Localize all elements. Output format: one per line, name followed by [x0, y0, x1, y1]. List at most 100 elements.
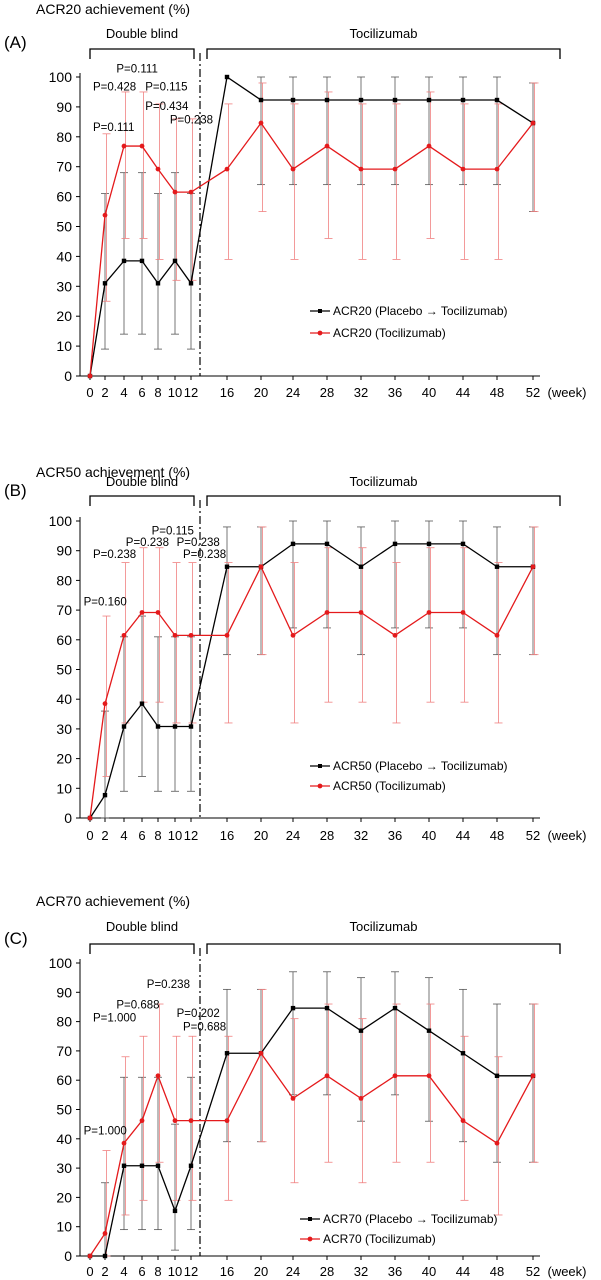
p-value-label: P=0.688	[116, 999, 159, 1011]
series-point-1	[188, 1163, 194, 1168]
x-tick-label: 32	[354, 385, 368, 400]
legend-entry: ACR20 (Tocilizumab)	[333, 326, 446, 340]
x-tick-label: 2	[101, 828, 108, 843]
x-tick-label: 0	[86, 385, 93, 400]
y-tick-label: 50	[56, 662, 72, 678]
x-unit-label: (week)	[547, 385, 586, 400]
panel-label: (C)	[4, 929, 28, 948]
chart-panel-3: ACR70 achievement (%) (C) Double blind Toci…	[4, 893, 587, 1279]
series-point-2	[358, 610, 364, 615]
y-tick-label: 80	[56, 129, 72, 145]
y-tick-label: 100	[49, 513, 73, 529]
chart-title: ACR70 achievement (%)	[36, 893, 190, 909]
phase-label: Double blind	[106, 26, 178, 41]
series-point-2	[426, 610, 432, 615]
y-tick-label: 60	[56, 1072, 72, 1088]
x-tick-label: 16	[220, 828, 234, 843]
series-point-1	[324, 541, 330, 547]
series-point-2	[258, 564, 264, 570]
p-value-label: P=1.000	[84, 1125, 127, 1137]
x-tick-label: 24	[286, 385, 300, 400]
x-tick-label: 4	[120, 828, 127, 843]
series-point-2	[139, 143, 145, 149]
series-point-2	[530, 564, 536, 570]
chart-title: ACR20 achievement (%)	[36, 1, 190, 17]
legend-swatch-marker	[317, 330, 323, 336]
x-tick-label: 36	[388, 1264, 402, 1279]
y-tick-label: 30	[56, 1160, 72, 1176]
p-value-label: P=0.115	[145, 81, 187, 93]
chart-panel-1: ACR20 achievement (%) (A) Double blind Toci…	[4, 1, 587, 400]
series-point-1	[188, 724, 194, 729]
series-line-2	[89, 565, 534, 819]
x-tick-label: 6	[138, 828, 145, 843]
x-tick-label: 16	[220, 1264, 234, 1279]
series-point-2	[102, 212, 108, 218]
series-point-1	[324, 1005, 330, 1011]
phase-label: Tocilizumab	[350, 474, 418, 489]
series-point-2	[155, 1073, 161, 1079]
series-point-2	[392, 166, 398, 172]
legend-swatch-marker	[318, 309, 322, 313]
series-point-2	[530, 120, 536, 126]
x-tick-label: 40	[422, 385, 436, 400]
x-tick-label: 12	[184, 385, 198, 400]
x-tick-label: 52	[526, 1264, 540, 1279]
series-point-1	[426, 1028, 432, 1033]
x-tick-label: 44	[456, 385, 470, 400]
x-tick-label: 16	[220, 385, 234, 400]
series-point-2	[358, 1095, 364, 1101]
y-tick-label: 80	[56, 1014, 72, 1030]
series-point-1	[102, 792, 108, 798]
y-tick-label: 60	[56, 632, 72, 648]
x-tick-label: 2	[101, 1264, 108, 1279]
series-point-2	[188, 632, 194, 638]
series-point-1	[139, 258, 145, 264]
x-tick-label: 52	[526, 828, 540, 843]
x-tick-label: 8	[154, 828, 161, 843]
x-tick-label: 6	[138, 1264, 145, 1279]
x-tick-label: 48	[490, 1264, 504, 1279]
y-tick-label: 70	[56, 602, 72, 618]
series-point-1	[155, 1163, 161, 1168]
y-tick-label: 40	[56, 1131, 72, 1147]
series-point-1	[224, 74, 230, 80]
series-point-2	[87, 373, 93, 379]
x-tick-label: 28	[320, 1264, 334, 1279]
y-tick-label: 20	[56, 308, 72, 324]
series-point-1	[121, 1163, 127, 1168]
legend-entry: ACR50 (Tocilizumab)	[333, 779, 446, 793]
x-tick-label: 2	[101, 385, 108, 400]
chart-title: ACR50 achievement (%)	[36, 464, 190, 480]
phase-bracket	[89, 495, 195, 506]
series-point-2	[426, 1073, 432, 1079]
p-value-label: P=0.238	[170, 114, 213, 126]
x-tick-label: 32	[354, 1264, 368, 1279]
series-point-1	[494, 1073, 500, 1079]
series-point-2	[494, 1140, 500, 1146]
series-point-2	[460, 166, 466, 172]
series-point-1	[155, 724, 161, 729]
series-line-1	[89, 75, 534, 377]
series-point-1	[426, 541, 432, 547]
y-tick-label: 20	[56, 751, 72, 767]
series-point-1	[172, 724, 178, 729]
series-point-2	[224, 1118, 230, 1124]
series-point-1	[139, 1163, 145, 1168]
x-tick-label: 12	[184, 828, 198, 843]
series-line-2	[89, 121, 534, 377]
phase-bracket	[89, 48, 195, 59]
x-tick-label: 48	[490, 828, 504, 843]
x-tick-label: 12	[184, 1264, 198, 1279]
series-point-2	[290, 632, 296, 638]
series-point-1	[290, 97, 296, 103]
series-point-2	[530, 1073, 536, 1079]
legend-swatch-marker	[307, 1236, 313, 1242]
y-tick-label: 100	[49, 69, 73, 85]
series-point-1	[121, 724, 127, 729]
legend-swatch-marker	[317, 783, 323, 789]
y-tick-label: 10	[56, 1219, 72, 1235]
y-tick-label: 10	[56, 780, 72, 796]
y-tick-label: 80	[56, 572, 72, 588]
